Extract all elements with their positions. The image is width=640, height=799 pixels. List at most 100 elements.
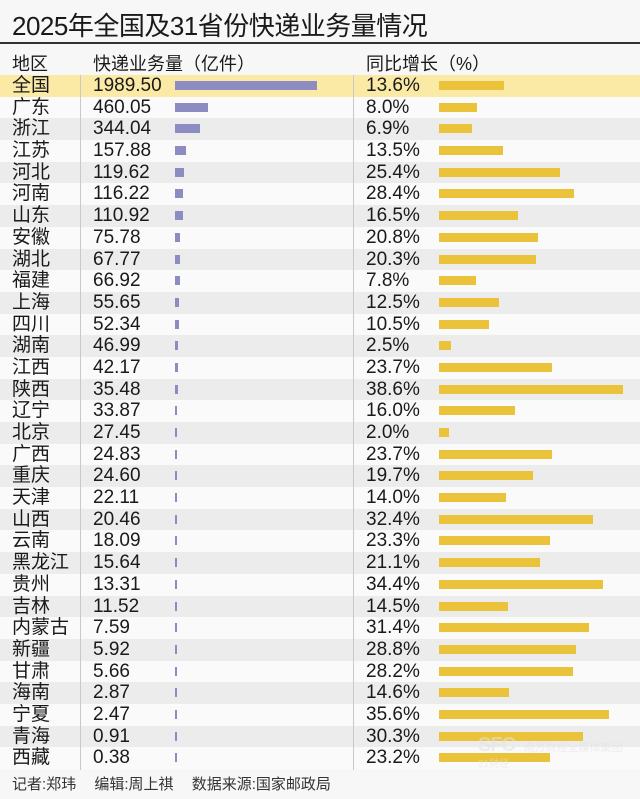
volume-value: 24.60 bbox=[93, 465, 141, 487]
volume-value: 24.83 bbox=[93, 443, 141, 465]
growth-value: 16.0% bbox=[366, 400, 420, 422]
growth-value: 28.4% bbox=[366, 183, 420, 205]
growth-value: 20.3% bbox=[366, 248, 420, 270]
growth-value: 32.4% bbox=[366, 508, 420, 530]
table-row: 贵州 13.31 34.4% bbox=[0, 573, 640, 596]
growth-bar bbox=[439, 753, 550, 763]
growth-bar bbox=[439, 558, 540, 568]
region-name: 北京 bbox=[12, 422, 51, 443]
volume-value: 116.22 bbox=[93, 183, 150, 205]
table-row: 广西 24.83 23.7% bbox=[0, 443, 640, 466]
volume-value: 5.66 bbox=[93, 660, 130, 682]
region-name: 吉林 bbox=[12, 595, 51, 617]
title-divider bbox=[0, 42, 640, 44]
region-name: 河北 bbox=[12, 161, 51, 183]
growth-bar bbox=[439, 124, 472, 134]
table-row: 江西 42.17 23.7% bbox=[0, 356, 640, 379]
growth-value: 19.7% bbox=[366, 465, 420, 487]
growth-value: 20.8% bbox=[366, 226, 420, 248]
volume-bar bbox=[175, 579, 177, 589]
region-name: 浙江 bbox=[12, 118, 51, 140]
volume-bar bbox=[175, 428, 177, 437]
volume-value: 15.64 bbox=[93, 552, 141, 574]
region-name: 安徽 bbox=[12, 226, 51, 248]
volume-value: 5.92 bbox=[93, 638, 130, 660]
volume-value: 46.99 bbox=[93, 335, 141, 357]
region-name: 甘肃 bbox=[12, 660, 51, 682]
volume-value: 7.59 bbox=[93, 617, 130, 639]
region-name: 青海 bbox=[12, 725, 51, 747]
growth-value: 8.0% bbox=[366, 96, 410, 118]
volume-value: 18.09 bbox=[93, 530, 141, 552]
volume-value: 13.31 bbox=[93, 573, 141, 595]
growth-bar bbox=[439, 514, 594, 524]
growth-bar bbox=[439, 666, 574, 676]
volume-bar bbox=[175, 276, 180, 286]
growth-value: 23.2% bbox=[366, 747, 420, 769]
growth-value: 38.6% bbox=[366, 378, 420, 400]
table-row: 宁夏 2.47 35.6% bbox=[0, 703, 640, 726]
region-name: 黑龙江 bbox=[12, 552, 70, 574]
volume-bar bbox=[175, 384, 178, 394]
volume-bar bbox=[175, 406, 178, 416]
volume-value: 344.04 bbox=[93, 118, 152, 140]
growth-bar bbox=[439, 297, 499, 307]
volume-bar bbox=[175, 688, 177, 698]
growth-bar bbox=[439, 601, 509, 611]
growth-bar bbox=[439, 146, 504, 156]
region-name: 贵州 bbox=[12, 573, 51, 595]
table-row: 北京 27.45 2.0% bbox=[0, 422, 640, 444]
volume-bar bbox=[175, 362, 178, 372]
volume-value: 0.38 bbox=[93, 747, 130, 769]
column-divider-2 bbox=[353, 75, 354, 770]
table-row: 海南 2.87 14.6% bbox=[0, 682, 640, 704]
growth-value: 34.4% bbox=[366, 573, 420, 595]
volume-value: 1989.50 bbox=[93, 75, 162, 96]
volume-value: 110.92 bbox=[93, 205, 150, 227]
region-name: 广西 bbox=[12, 443, 51, 465]
table-row: 天津 22.11 14.0% bbox=[0, 487, 640, 509]
growth-bar bbox=[439, 623, 589, 633]
volume-bar bbox=[175, 449, 177, 459]
growth-value: 28.8% bbox=[366, 638, 420, 660]
region-name: 山西 bbox=[12, 508, 51, 530]
region-name: 山东 bbox=[12, 205, 51, 227]
volume-value: 27.45 bbox=[93, 422, 141, 443]
volume-value: 75.78 bbox=[93, 226, 141, 248]
header-volume: 快递业务量（亿件） bbox=[93, 54, 255, 74]
region-name: 天津 bbox=[12, 487, 51, 509]
table-row: 山西 20.46 32.4% bbox=[0, 508, 640, 531]
volume-bar bbox=[175, 644, 177, 654]
region-name: 江西 bbox=[12, 356, 51, 378]
volume-value: 2.47 bbox=[93, 703, 130, 725]
data-source: 数据来源:国家邮政局 bbox=[191, 776, 331, 793]
region-name: 广东 bbox=[12, 96, 51, 118]
growth-value: 23.3% bbox=[366, 530, 420, 552]
table-row: 广东 460.05 8.0% bbox=[0, 96, 640, 119]
volume-value: 33.87 bbox=[93, 400, 141, 422]
volume-bar bbox=[175, 146, 187, 156]
growth-value: 30.3% bbox=[366, 725, 420, 747]
table-row: 全国 1989.50 13.6% bbox=[0, 75, 640, 97]
footer-credits: 记者:郑玮 编辑:周上祺 数据来源:国家邮政局 bbox=[12, 773, 345, 794]
growth-value: 13.6% bbox=[366, 75, 420, 96]
growth-value: 28.2% bbox=[366, 660, 420, 682]
growth-bar bbox=[439, 319, 490, 329]
region-name: 四川 bbox=[12, 313, 51, 335]
table-row: 河北 119.62 25.4% bbox=[0, 161, 640, 184]
growth-value: 35.6% bbox=[366, 703, 420, 725]
region-name: 河南 bbox=[12, 183, 51, 205]
region-name: 上海 bbox=[12, 291, 51, 313]
volume-bar bbox=[175, 81, 317, 90]
growth-bar bbox=[439, 731, 584, 741]
region-name: 江苏 bbox=[12, 140, 51, 162]
growth-value: 31.4% bbox=[366, 617, 420, 639]
volume-bar bbox=[175, 102, 208, 112]
growth-bar bbox=[439, 276, 477, 286]
growth-value: 12.5% bbox=[366, 291, 420, 313]
growth-value: 14.0% bbox=[366, 487, 420, 509]
volume-value: 119.62 bbox=[93, 161, 150, 183]
volume-bar bbox=[175, 211, 183, 221]
page-title: 2025年全国及31省份快递业务量情况 bbox=[12, 11, 428, 41]
volume-value: 157.88 bbox=[93, 140, 152, 162]
